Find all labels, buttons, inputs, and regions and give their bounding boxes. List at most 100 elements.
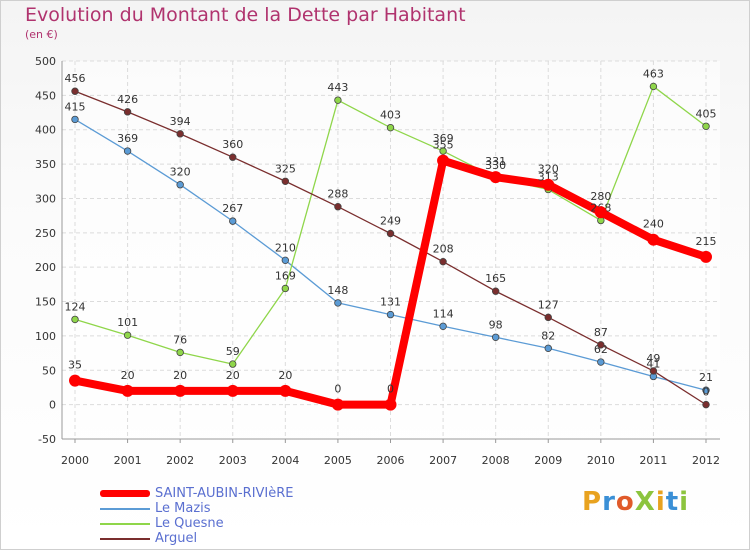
y-tick-label: 0 bbox=[49, 399, 56, 412]
data-point bbox=[176, 130, 184, 138]
x-tick-label: 2004 bbox=[271, 454, 299, 467]
y-tick-label: -50 bbox=[38, 433, 56, 446]
data-point bbox=[594, 206, 607, 219]
legend-swatch bbox=[100, 508, 150, 510]
data-label: 313 bbox=[538, 171, 559, 184]
data-label: 394 bbox=[170, 115, 191, 128]
data-point bbox=[71, 315, 79, 324]
data-label: 355 bbox=[433, 139, 454, 152]
data-label: 240 bbox=[643, 218, 664, 231]
y-tick-label: 50 bbox=[42, 364, 56, 377]
data-label: 131 bbox=[380, 296, 401, 309]
data-point bbox=[384, 398, 397, 411]
data-point bbox=[121, 384, 134, 397]
data-point bbox=[229, 217, 237, 225]
legend-label: Le Mazis bbox=[155, 501, 211, 516]
data-point bbox=[439, 322, 447, 330]
data-point bbox=[281, 284, 290, 293]
x-tick-label: 2008 bbox=[482, 454, 510, 467]
data-point bbox=[700, 250, 712, 263]
data-point bbox=[489, 171, 502, 184]
data-label: 280 bbox=[590, 190, 611, 203]
data-label: 463 bbox=[643, 67, 664, 80]
data-label: 35 bbox=[68, 359, 82, 372]
data-point bbox=[331, 398, 344, 411]
data-label: 403 bbox=[380, 109, 401, 122]
proxiti-logo: ProXiti bbox=[582, 487, 690, 517]
data-label: 165 bbox=[485, 272, 506, 285]
y-tick-label: 100 bbox=[35, 330, 56, 343]
data-point bbox=[544, 344, 552, 352]
x-tick-label: 2001 bbox=[114, 454, 142, 467]
x-tick-label: 2002 bbox=[166, 454, 194, 467]
legend-swatch bbox=[100, 490, 150, 497]
legend-swatch bbox=[100, 523, 150, 525]
y-tick-label: 250 bbox=[35, 227, 56, 240]
data-point bbox=[491, 287, 500, 295]
legend-label: Le Quesne bbox=[155, 516, 224, 531]
data-point bbox=[71, 87, 79, 95]
data-label: 20 bbox=[226, 369, 240, 382]
data-label: 456 bbox=[65, 72, 86, 85]
y-tick-label: 350 bbox=[35, 158, 56, 171]
x-tick-label: 2009 bbox=[534, 454, 562, 467]
y-tick-label: 300 bbox=[35, 192, 56, 205]
data-point bbox=[71, 115, 79, 124]
data-point bbox=[386, 123, 395, 132]
data-point bbox=[334, 96, 342, 104]
data-label: 82 bbox=[541, 329, 555, 342]
data-point bbox=[702, 122, 710, 130]
data-point bbox=[229, 153, 237, 161]
data-label: 76 bbox=[173, 333, 187, 346]
data-point bbox=[702, 386, 710, 394]
data-point bbox=[439, 257, 447, 266]
y-tick-label: 400 bbox=[35, 124, 56, 137]
data-point bbox=[542, 178, 555, 191]
data-point bbox=[229, 360, 237, 368]
data-point bbox=[702, 400, 710, 409]
data-point bbox=[176, 348, 184, 357]
data-point bbox=[123, 108, 132, 116]
data-label: 320 bbox=[170, 166, 191, 179]
data-label: 21 bbox=[699, 371, 713, 384]
data-label: 369 bbox=[117, 132, 138, 145]
data-point bbox=[334, 203, 342, 211]
data-point bbox=[649, 82, 658, 91]
legend-label: Arguel bbox=[155, 531, 198, 546]
data-label: 415 bbox=[65, 100, 86, 113]
data-label: 0 bbox=[334, 383, 341, 396]
data-label: 210 bbox=[275, 241, 296, 254]
y-tick-label: 500 bbox=[35, 55, 56, 68]
data-label: 325 bbox=[275, 162, 296, 175]
data-point bbox=[281, 256, 290, 265]
data-label: 101 bbox=[117, 316, 138, 329]
data-point bbox=[544, 313, 552, 322]
data-point bbox=[386, 310, 395, 319]
chart-subtitle: (en €) bbox=[25, 28, 58, 41]
data-point bbox=[174, 384, 187, 397]
data-label: 249 bbox=[380, 215, 401, 228]
data-label: 20 bbox=[121, 369, 135, 382]
data-point bbox=[279, 384, 292, 397]
x-tick-label: 2012 bbox=[692, 454, 720, 467]
legend-label: SAINT-AUBIN-RIVIèRE bbox=[155, 486, 294, 501]
data-label: 360 bbox=[222, 138, 243, 151]
data-point bbox=[597, 341, 605, 349]
data-point bbox=[123, 147, 132, 155]
data-point bbox=[647, 233, 660, 246]
data-point bbox=[597, 358, 605, 366]
data-label: 443 bbox=[327, 81, 348, 94]
data-point bbox=[491, 333, 500, 341]
x-tick-label: 2007 bbox=[429, 454, 457, 467]
data-label: 98 bbox=[489, 318, 503, 331]
data-label: 405 bbox=[696, 107, 717, 120]
data-label: 169 bbox=[275, 269, 296, 282]
data-label: 208 bbox=[433, 243, 454, 256]
chart-title: Evolution du Montant de la Dette par Hab… bbox=[25, 4, 466, 26]
data-label: 20 bbox=[278, 369, 292, 382]
data-label: 148 bbox=[327, 284, 348, 297]
x-tick-label: 2005 bbox=[324, 454, 352, 467]
data-label: 0 bbox=[387, 383, 394, 396]
data-point bbox=[176, 181, 184, 189]
